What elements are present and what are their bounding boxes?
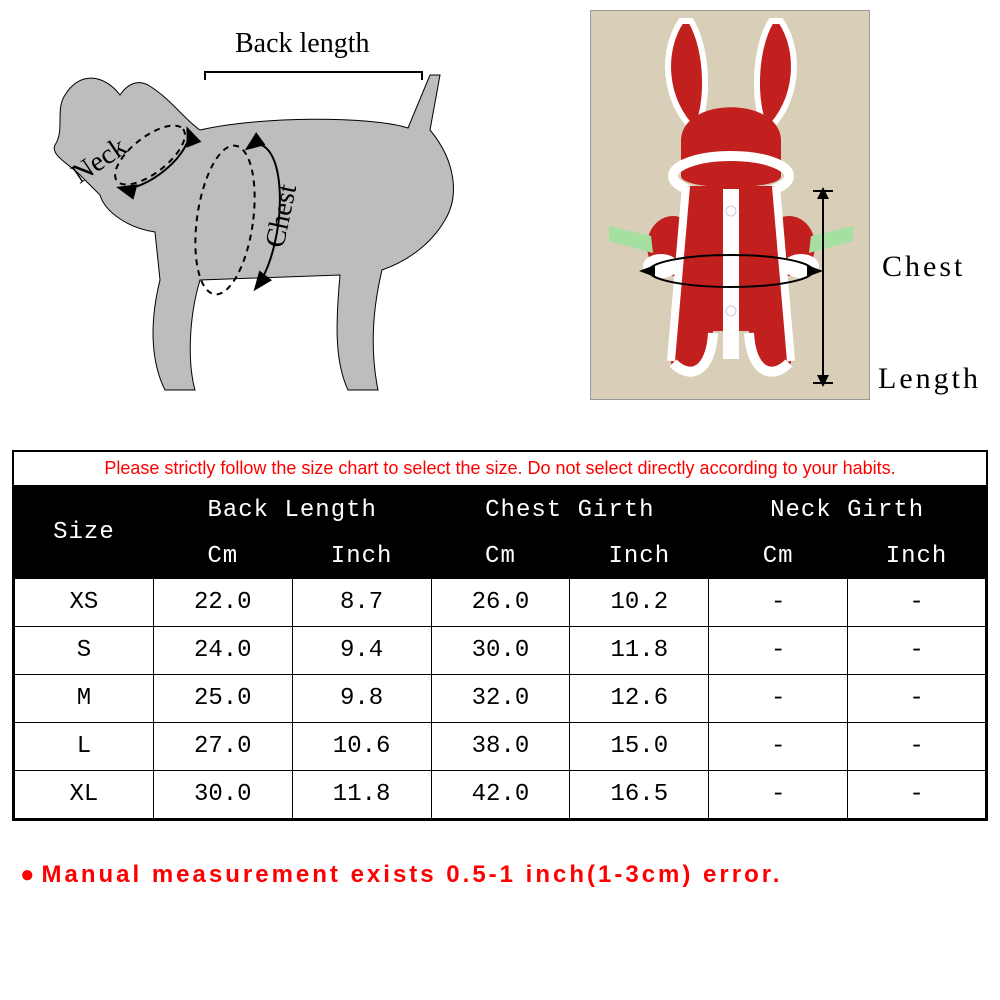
- table-cell: 9.8: [292, 675, 431, 723]
- table-row: L27.010.638.015.0--: [15, 723, 986, 771]
- product-photo: Chest Length: [560, 0, 1000, 430]
- table-cell: -: [709, 627, 848, 675]
- costume-image: [590, 10, 870, 400]
- table-cell: 15.0: [570, 723, 709, 771]
- th-chest-girth: Chest Girth: [431, 487, 709, 535]
- size-chart-warning: Please strictly follow the size chart to…: [14, 452, 986, 486]
- table-cell: 8.7: [292, 579, 431, 627]
- table-row: S24.09.430.011.8--: [15, 627, 986, 675]
- dog-measurement-diagram: Back length Neck Chest: [0, 0, 560, 430]
- table-cell: 42.0: [431, 771, 570, 819]
- table-cell: 26.0: [431, 579, 570, 627]
- table-row: XS22.08.726.010.2--: [15, 579, 986, 627]
- table-cell: -: [709, 675, 848, 723]
- th-size: Size: [15, 487, 154, 579]
- size-table: Size Back Length Chest Girth Neck Girth …: [14, 486, 986, 819]
- table-cell: -: [848, 675, 986, 723]
- table-cell: XL: [15, 771, 154, 819]
- th-sub: Inch: [292, 535, 431, 579]
- table-cell: 11.8: [292, 771, 431, 819]
- table-cell: M: [15, 675, 154, 723]
- th-sub: Cm: [709, 535, 848, 579]
- table-cell: L: [15, 723, 154, 771]
- table-cell: 10.2: [570, 579, 709, 627]
- measurement-footnote: Manual measurement exists 0.5-1 inch(1-3…: [20, 861, 1000, 889]
- size-chart: Please strictly follow the size chart to…: [12, 450, 988, 821]
- table-cell: 25.0: [153, 675, 292, 723]
- table-cell: 24.0: [153, 627, 292, 675]
- table-cell: 32.0: [431, 675, 570, 723]
- back-length-label: Back length: [235, 28, 370, 60]
- table-cell: -: [709, 723, 848, 771]
- photo-chest-label: Chest: [882, 250, 965, 284]
- table-cell: -: [848, 627, 986, 675]
- th-neck-girth: Neck Girth: [709, 487, 986, 535]
- table-cell: 30.0: [153, 771, 292, 819]
- table-cell: 22.0: [153, 579, 292, 627]
- photo-length-label: Length: [878, 362, 981, 396]
- table-cell: -: [848, 771, 986, 819]
- table-cell: S: [15, 627, 154, 675]
- table-row: XL30.011.842.016.5--: [15, 771, 986, 819]
- table-cell: 27.0: [153, 723, 292, 771]
- table-cell: -: [709, 579, 848, 627]
- table-cell: -: [848, 579, 986, 627]
- table-cell: XS: [15, 579, 154, 627]
- table-row: M25.09.832.012.6--: [15, 675, 986, 723]
- th-sub: Cm: [431, 535, 570, 579]
- th-sub: Cm: [153, 535, 292, 579]
- table-cell: 38.0: [431, 723, 570, 771]
- table-cell: -: [848, 723, 986, 771]
- table-cell: 11.8: [570, 627, 709, 675]
- th-sub: Inch: [848, 535, 986, 579]
- table-cell: 16.5: [570, 771, 709, 819]
- th-sub: Inch: [570, 535, 709, 579]
- table-cell: 12.6: [570, 675, 709, 723]
- th-back-length: Back Length: [153, 487, 431, 535]
- table-cell: -: [709, 771, 848, 819]
- table-cell: 30.0: [431, 627, 570, 675]
- table-cell: 9.4: [292, 627, 431, 675]
- table-cell: 10.6: [292, 723, 431, 771]
